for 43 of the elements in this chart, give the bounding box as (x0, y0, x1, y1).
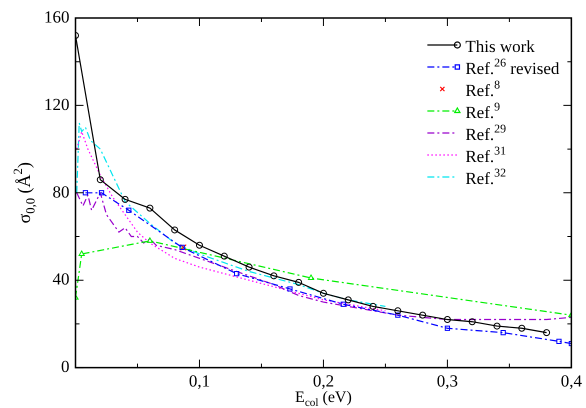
x-tick-label: 0,4 (560, 371, 582, 390)
point (370, 302, 377, 310)
point (122, 196, 129, 203)
point (146, 237, 153, 243)
point (468, 318, 476, 326)
x-tick-label: 0,2 (312, 371, 334, 390)
point (82, 190, 88, 196)
point (419, 312, 426, 319)
y-axis-title: σ0,0 (Å2) (10, 162, 38, 224)
point (493, 322, 500, 330)
point (444, 316, 451, 324)
point (394, 307, 402, 314)
point (78, 250, 85, 256)
y-tick-label: 160 (44, 7, 70, 26)
point (270, 272, 278, 280)
y-tick-label: 80 (52, 182, 70, 202)
point (543, 329, 550, 336)
legend-label: This work (465, 37, 536, 56)
y-tick-label: 40 (52, 270, 70, 289)
point (308, 274, 314, 280)
point (320, 290, 327, 297)
point (500, 330, 506, 336)
point (234, 271, 240, 276)
point (246, 264, 253, 271)
y-tick-label: 0 (61, 357, 70, 376)
x-tick-label: 0,3 (436, 371, 458, 390)
point (395, 312, 400, 318)
point (171, 226, 178, 234)
point (126, 208, 132, 213)
x-tick-label: 0,1 (188, 371, 210, 390)
point (287, 286, 293, 292)
point (518, 324, 526, 332)
point (295, 278, 302, 286)
y-tick-label: 120 (44, 94, 70, 114)
point (340, 302, 346, 307)
point (220, 252, 228, 260)
point (146, 204, 154, 212)
point (556, 338, 562, 344)
point (444, 326, 450, 331)
point (98, 190, 104, 196)
point (96, 176, 104, 184)
point (344, 296, 352, 304)
point (196, 242, 203, 249)
